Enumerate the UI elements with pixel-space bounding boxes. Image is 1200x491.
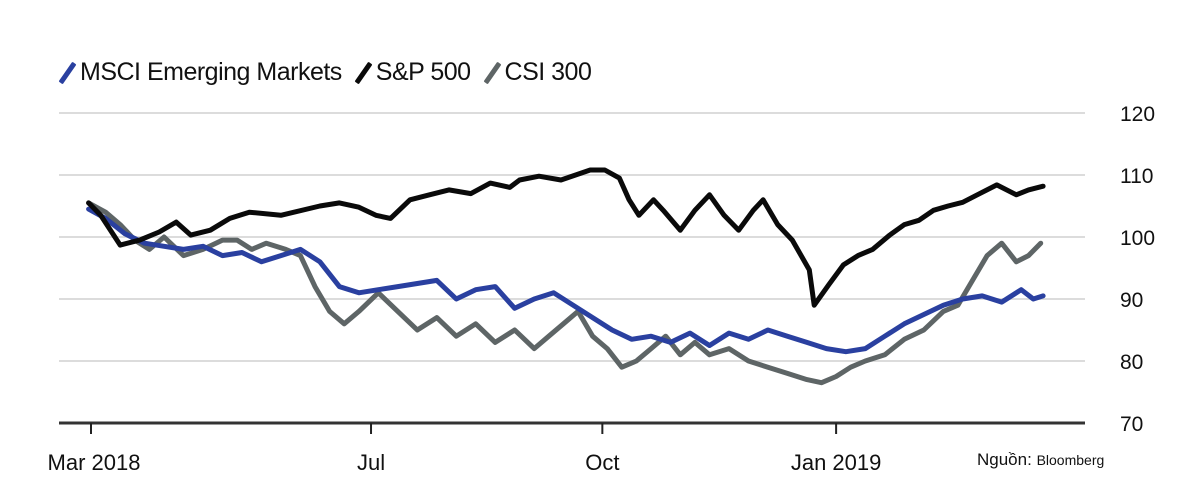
x-tick-label: Mar 2018 xyxy=(48,450,141,475)
legend-label-sp500: S&P 500 xyxy=(375,58,471,86)
series-line-msci-emerging-markets xyxy=(86,206,1046,355)
y-tick-label: 120 xyxy=(1120,103,1155,126)
source-name: Bloomberg xyxy=(1036,452,1105,468)
y-tick-label: 70 xyxy=(1120,413,1143,436)
legend-label-csi300: CSI 300 xyxy=(504,58,592,86)
y-tick-label: 80 xyxy=(1120,351,1143,374)
legend-label-msci: MSCI Emerging Markets xyxy=(80,58,342,86)
series-lines xyxy=(86,167,1046,386)
x-tick-label: Jan 2019 xyxy=(791,450,882,475)
series-line-csi-300 xyxy=(86,200,1044,386)
legend-item-msci: MSCI Emerging Markets xyxy=(60,58,342,87)
series-line-s-p-500 xyxy=(86,167,1046,308)
chart-legend: MSCI Emerging Markets S&P 500 CSI 300 xyxy=(60,58,592,87)
source-note: Nguồn: Bloomberg xyxy=(977,450,1104,470)
y-tick-label: 100 xyxy=(1120,227,1155,250)
y-tick-label: 90 xyxy=(1120,289,1143,312)
y-tick-label: 110 xyxy=(1120,165,1153,188)
x-tick-label: Oct xyxy=(585,450,619,475)
x-tick-label: Jul xyxy=(357,450,385,475)
source-prefix: Nguồn: xyxy=(977,450,1032,469)
grid-lines xyxy=(59,112,1085,362)
legend-item-csi300: CSI 300 xyxy=(485,58,592,87)
legend-item-sp500: S&P 500 xyxy=(356,58,471,87)
x-axis: Mar 2018 Jul Oct Jan 2019 xyxy=(48,421,1085,475)
y-axis-ticks: 120 110 100 90 80 70 xyxy=(1120,103,1155,436)
